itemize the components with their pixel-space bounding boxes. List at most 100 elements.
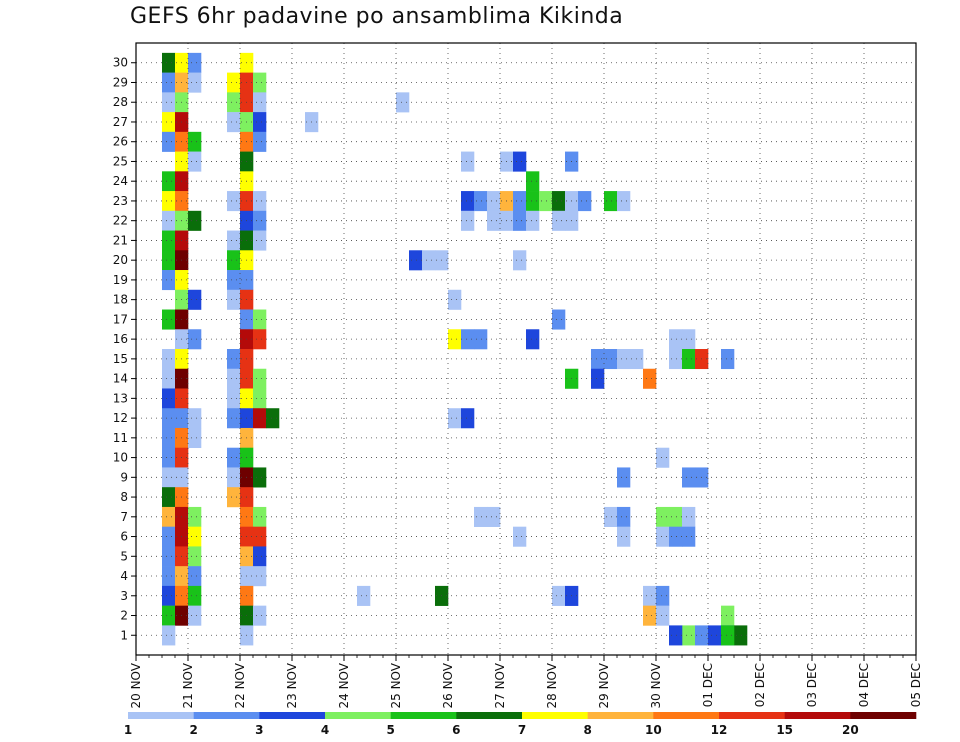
heatmap-cell — [227, 467, 241, 488]
heatmap-cell — [422, 250, 436, 271]
heatmap-cell — [656, 526, 670, 547]
y-tick-label: 21 — [113, 233, 128, 247]
heatmap-cell — [162, 112, 176, 133]
y-tick-label: 29 — [113, 75, 128, 89]
legend-swatch — [784, 712, 851, 719]
heatmap-cell — [162, 131, 176, 152]
heatmap-cell — [188, 72, 202, 93]
heatmap-cell — [734, 625, 748, 646]
heatmap-cell — [227, 72, 241, 93]
x-tick-label: 25 NOV — [389, 662, 403, 708]
y-tick-label: 16 — [113, 332, 128, 346]
legend-threshold-label: 6 — [452, 723, 460, 737]
legend-swatch — [587, 712, 654, 719]
y-tick-label: 30 — [113, 56, 128, 70]
heatmap-cell — [513, 151, 527, 172]
y-tick-label: 5 — [120, 549, 128, 563]
heatmap-cell — [552, 210, 566, 231]
heatmap-cell — [188, 151, 202, 172]
heatmap-cell — [552, 191, 566, 212]
heatmap-cell — [448, 329, 462, 350]
legend-threshold-label: 1 — [124, 723, 132, 737]
axes: 1234567891011121314151617181920212223242… — [113, 42, 923, 709]
x-tick-label: 28 NOV — [545, 662, 559, 708]
heatmap-cell — [526, 210, 540, 231]
heatmap-cell — [188, 408, 202, 429]
heatmap-cell — [188, 585, 202, 606]
heatmap-cell — [357, 585, 371, 606]
heatmap-cell — [604, 506, 618, 527]
y-tick-label: 1 — [120, 628, 128, 642]
heatmap-cell — [253, 388, 267, 409]
y-tick-label: 11 — [113, 431, 128, 445]
heatmap-cell — [656, 506, 670, 527]
heatmap-cell — [188, 546, 202, 567]
legend-threshold-label: 4 — [321, 723, 329, 737]
heatmap-cell — [162, 566, 176, 587]
heatmap-cell — [227, 92, 241, 113]
y-tick-label: 2 — [120, 609, 128, 623]
heatmap-cell — [617, 526, 631, 547]
y-tick-label: 7 — [120, 510, 128, 524]
legend-swatch — [456, 712, 523, 719]
heatmap-cell — [188, 605, 202, 626]
heatmap-cell — [253, 309, 267, 330]
heatmap-cell — [253, 329, 267, 350]
heatmap-cell — [643, 605, 657, 626]
x-tick-label: 04 DEC — [857, 663, 871, 707]
heatmap-cell — [162, 408, 176, 429]
heatmap-cell — [604, 191, 618, 212]
y-tick-label: 8 — [120, 490, 128, 504]
heatmap-cell — [669, 349, 683, 370]
heatmap-cell — [162, 585, 176, 606]
heatmap-cell — [682, 506, 696, 527]
heatmap-cell — [188, 210, 202, 231]
heatmap-cell — [253, 566, 267, 587]
heatmap-cell — [162, 388, 176, 409]
y-tick-label: 14 — [113, 372, 128, 386]
heatmap-cell — [617, 467, 631, 488]
heatmap-cell — [253, 112, 267, 133]
heatmap-cell — [227, 270, 241, 291]
heatmap-cell — [227, 289, 241, 310]
heatmap-cell — [656, 605, 670, 626]
x-tick-label: 03 DEC — [805, 663, 819, 707]
heatmap-cell — [591, 349, 605, 370]
heatmap-cell — [643, 368, 657, 389]
heatmap-cell — [669, 625, 683, 646]
y-tick-label: 28 — [113, 95, 128, 109]
x-tick-label: 26 NOV — [441, 662, 455, 708]
y-tick-label: 9 — [120, 470, 128, 484]
x-tick-label: 29 NOV — [597, 662, 611, 708]
heatmap-cell — [474, 191, 488, 212]
x-tick-label: 22 NOV — [233, 662, 247, 708]
heatmap-cell — [669, 329, 683, 350]
heatmap-cell — [513, 191, 527, 212]
heatmap-cell — [656, 447, 670, 468]
heatmap-cell — [669, 506, 683, 527]
heatmap-cell — [162, 171, 176, 192]
y-tick-label: 4 — [120, 569, 128, 583]
heatmap-cell — [617, 349, 631, 370]
heatmap-cell — [162, 526, 176, 547]
y-tick-label: 24 — [113, 174, 128, 188]
heatmap-cell — [487, 210, 501, 231]
heatmap-cell — [682, 625, 696, 646]
heatmap-cell — [188, 526, 202, 547]
heatmap-cell — [227, 487, 241, 508]
heatmap-cell — [552, 309, 566, 330]
legend-swatch — [850, 712, 917, 719]
chart-title: GEFS 6hr padavine po ansamblima Kikinda — [130, 4, 624, 29]
heatmap-cell — [227, 230, 241, 251]
heatmap-cell — [448, 408, 462, 429]
heatmap-cell — [162, 467, 176, 488]
heatmap-cell — [253, 506, 267, 527]
heatmap-cell — [448, 289, 462, 310]
heatmap-cell — [253, 210, 267, 231]
heatmap-cell — [474, 506, 488, 527]
heatmap-cell — [591, 368, 605, 389]
heatmap-cell — [253, 230, 267, 251]
heatmap-cell — [227, 368, 241, 389]
heatmap-cell — [188, 52, 202, 73]
legend-swatch — [653, 712, 720, 719]
